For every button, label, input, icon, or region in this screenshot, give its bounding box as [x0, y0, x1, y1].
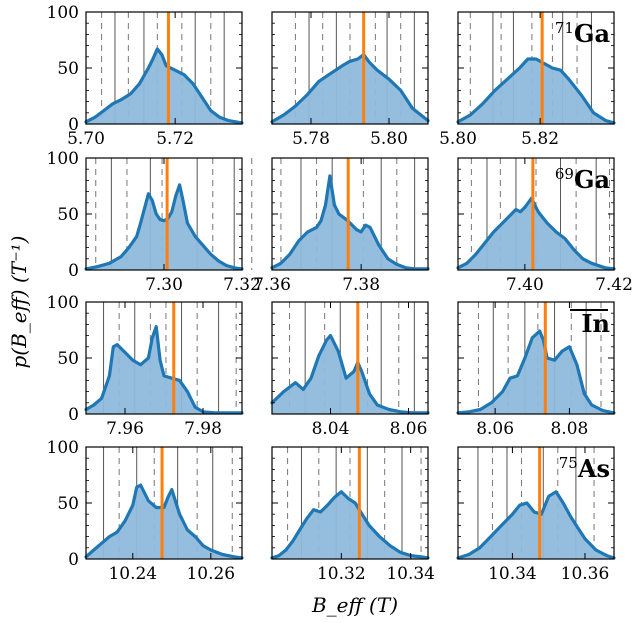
x-tick-label: 7.40 — [506, 275, 544, 295]
histogram-outline — [456, 196, 616, 271]
x-tick-label: 7.96 — [106, 419, 144, 439]
y-tick-label: 0 — [68, 261, 79, 281]
histogram-outline — [456, 329, 616, 415]
histogram-outline — [456, 57, 616, 125]
x-tick-label: 10.26 — [186, 564, 235, 584]
histogram-area — [86, 49, 242, 124]
y-tick-label: 50 — [57, 349, 79, 369]
histogram-area — [458, 331, 614, 414]
x-tick-label: 8.04 — [312, 419, 350, 439]
panel-r0c0: 0 50 100 5.70 5.72 — [47, 3, 244, 149]
histogram-area — [86, 184, 242, 270]
histogram-area — [458, 59, 614, 124]
x-tick-label: 5.78 — [292, 129, 330, 149]
x-tick-label: 5.80 — [370, 129, 408, 149]
isotope-label: In — [581, 309, 610, 338]
y-tick-label: 100 — [47, 293, 79, 313]
x-tick-label: 7.32 — [223, 275, 261, 295]
panel-r1c0: 0 50 100 7.30 7.32 — [47, 149, 261, 295]
x-tick-label: 5.70 — [67, 129, 105, 149]
x-tick-label: 7.38 — [342, 275, 380, 295]
histogram-outline — [84, 483, 244, 560]
histogram-outline — [456, 490, 616, 560]
y-tick-label: 100 — [47, 3, 79, 23]
panel-r1c1: 7.36 7.38 — [253, 157, 430, 295]
x-tick-label: 10.32 — [317, 564, 366, 584]
y-tick-label: 0 — [68, 550, 79, 570]
histogram-area — [458, 491, 614, 559]
panel-r1c2: 7.40 7.42 69Ga — [456, 157, 633, 295]
histogram-outline — [270, 53, 430, 124]
y-axis-label: p(B_eff) (T⁻¹) — [7, 236, 31, 369]
y-tick-label: 50 — [57, 59, 79, 79]
x-tick-label: 8.08 — [550, 419, 588, 439]
panel-r2c2: 8.06 8.08 In — [456, 301, 616, 439]
histogram-outline — [270, 334, 430, 415]
x-tick-label: 10.34 — [386, 564, 435, 584]
x-tick-label: 8.06 — [476, 419, 514, 439]
isotope-label: 69Ga — [555, 165, 610, 194]
histogram-area — [86, 326, 242, 414]
y-tick-label: 100 — [47, 149, 79, 169]
histogram-outline — [84, 325, 244, 415]
y-tick-label: 50 — [57, 494, 79, 514]
x-tick-label: 5.80 — [439, 129, 477, 149]
histogram-outline — [270, 174, 430, 271]
x-tick-label: 10.36 — [561, 564, 610, 584]
histogram-area — [272, 491, 428, 559]
x-tick-label: 5.72 — [156, 129, 194, 149]
isotope-label: 71Ga — [555, 19, 610, 48]
histogram-area — [272, 54, 428, 124]
panel-r0c2: 5.80 5.82 71Ga — [439, 11, 616, 149]
x-tick-label: 7.30 — [145, 275, 183, 295]
y-tick-label: 100 — [47, 438, 79, 458]
histogram-area — [86, 485, 242, 559]
x-tick-label: 10.34 — [488, 564, 537, 584]
x-axis-label: B_eff (T) — [311, 593, 398, 617]
histogram-outline — [84, 47, 244, 125]
x-tick-label: 10.24 — [108, 564, 157, 584]
y-tick-label: 0 — [68, 405, 79, 425]
panel-r0c1: 5.78 5.80 — [270, 11, 430, 149]
panel-r3c0: 0 50 100 10.24 10.26 — [47, 438, 244, 584]
panel-r3c1: 10.32 10.34 — [270, 446, 435, 584]
x-tick-label: 8.06 — [390, 419, 428, 439]
isotope-label: 75As — [559, 454, 610, 483]
x-tick-label: 7.36 — [253, 275, 291, 295]
panel-r2c0: 0 50 100 7.96 7.98 — [47, 293, 244, 439]
histogram-outline — [270, 490, 430, 560]
y-tick-label: 0 — [68, 115, 79, 135]
histogram-area — [272, 335, 428, 414]
panel-r2c1: 8.04 8.06 — [270, 301, 430, 439]
panel-r3c2: 10.34 10.36 75As — [456, 446, 616, 584]
x-tick-label: 5.82 — [521, 129, 559, 149]
x-tick-label: 7.98 — [184, 419, 222, 439]
x-tick-label: 7.42 — [595, 275, 633, 295]
y-tick-label: 50 — [57, 205, 79, 225]
